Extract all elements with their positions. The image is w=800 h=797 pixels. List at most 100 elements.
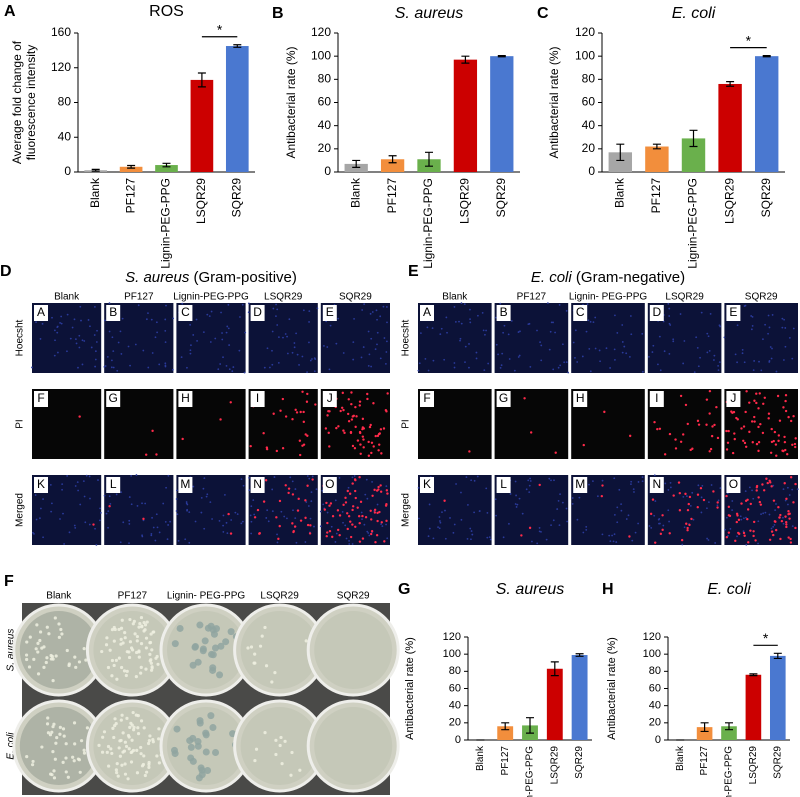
nucleus-dot bbox=[128, 523, 131, 525]
nucleus-dot bbox=[621, 341, 624, 343]
nucleus-dot bbox=[633, 491, 635, 493]
nucleus-dot bbox=[97, 479, 99, 481]
nucleus-dot bbox=[242, 484, 245, 487]
nucleus-dot bbox=[288, 318, 291, 321]
pi-dot bbox=[373, 511, 377, 514]
nucleus-dot bbox=[784, 327, 787, 329]
nucleus-dot bbox=[736, 535, 738, 538]
nucleus-dot bbox=[93, 334, 96, 336]
nucleus-dot bbox=[708, 501, 710, 504]
nucleus-dot bbox=[513, 369, 516, 372]
error-bar bbox=[749, 673, 758, 677]
colony bbox=[122, 749, 127, 753]
nucleus-dot bbox=[176, 513, 179, 516]
nucleus-dot bbox=[438, 516, 441, 518]
colony bbox=[139, 752, 143, 756]
colony bbox=[117, 746, 121, 750]
nucleus-dot bbox=[167, 524, 170, 526]
nucleus-dot bbox=[770, 357, 773, 360]
pi-dot bbox=[344, 496, 347, 500]
nucleus-dot bbox=[473, 511, 476, 514]
nucleus-dot bbox=[724, 528, 726, 531]
colony bbox=[72, 721, 77, 725]
panel-letter: G bbox=[398, 581, 410, 598]
nucleus-dot bbox=[305, 501, 308, 503]
pi-dot bbox=[735, 520, 739, 524]
pi-dot bbox=[361, 417, 365, 421]
nucleus-dot bbox=[767, 332, 769, 335]
tile-label-box bbox=[34, 477, 48, 493]
pi-dot bbox=[770, 530, 774, 533]
pi-dot bbox=[295, 411, 299, 414]
nucleus-dot bbox=[155, 321, 158, 324]
nucleus-dot bbox=[685, 495, 688, 497]
nucleus-dot bbox=[485, 329, 487, 332]
panel-subtitle: (Gram-positive) bbox=[194, 269, 297, 286]
colony bbox=[157, 737, 161, 741]
row-label: Hoecsht bbox=[15, 319, 26, 356]
error-bar bbox=[762, 54, 771, 58]
nucleus-dot bbox=[241, 303, 244, 306]
nucleus-dot bbox=[49, 483, 52, 486]
nucleus-dot bbox=[609, 367, 611, 369]
nucleus-dot bbox=[565, 507, 568, 510]
colony bbox=[57, 622, 61, 626]
nucleus-dot bbox=[175, 489, 178, 492]
nucleus-dot bbox=[323, 345, 325, 347]
nucleus-dot bbox=[156, 526, 159, 529]
nucleus-dot bbox=[601, 533, 604, 536]
nucleus-dot bbox=[691, 491, 694, 494]
pi-dot bbox=[374, 541, 377, 544]
nucleus-dot bbox=[760, 369, 763, 372]
pi-dot bbox=[697, 423, 701, 426]
bar bbox=[155, 165, 178, 172]
nucleus-dot bbox=[112, 350, 115, 353]
nucleus-dot bbox=[488, 536, 491, 539]
nucleus-dot bbox=[630, 480, 633, 483]
colony bbox=[64, 756, 68, 760]
colony bbox=[139, 719, 144, 723]
pi-dot bbox=[793, 442, 797, 446]
pi-dot bbox=[685, 522, 688, 525]
nucleus-dot bbox=[681, 543, 684, 546]
tile-label: K bbox=[423, 477, 431, 491]
nucleus-dot bbox=[171, 368, 174, 371]
pi-dot bbox=[753, 415, 756, 419]
colony bbox=[129, 646, 134, 650]
colony bbox=[304, 639, 308, 643]
nucleus-dot bbox=[503, 324, 506, 327]
pi-dot bbox=[377, 449, 380, 452]
colony bbox=[121, 641, 125, 645]
nucleus-dot bbox=[376, 503, 379, 506]
nucleus-dot bbox=[771, 314, 774, 316]
nucleus-dot bbox=[165, 486, 167, 489]
row-label: S. aureus bbox=[6, 629, 17, 672]
colony bbox=[112, 735, 116, 740]
nucleus-dot bbox=[762, 338, 764, 341]
nucleus-dot bbox=[208, 315, 211, 318]
pi-dot bbox=[293, 525, 297, 528]
pi-dot bbox=[758, 500, 762, 504]
nucleus-dot bbox=[550, 479, 552, 482]
nucleus-dot bbox=[707, 539, 710, 541]
nucleus-dot bbox=[117, 341, 120, 344]
nucleus-dot bbox=[54, 339, 56, 342]
colony bbox=[77, 660, 82, 664]
pi-dot bbox=[736, 514, 739, 517]
nucleus-dot bbox=[563, 361, 566, 364]
nucleus-dot bbox=[621, 351, 624, 354]
nucleus-dot bbox=[682, 496, 685, 498]
pi-dot bbox=[684, 492, 687, 496]
nucleus-dot bbox=[459, 337, 462, 340]
pi-dot bbox=[792, 415, 795, 418]
nucleus-dot bbox=[418, 517, 420, 520]
nucleus-dot bbox=[371, 311, 374, 313]
nucleus-dot bbox=[248, 489, 251, 492]
pi-dot bbox=[716, 506, 719, 509]
colony bbox=[132, 619, 136, 623]
column-label: PF127 bbox=[118, 591, 148, 602]
y-tick-label: 80 bbox=[318, 72, 332, 86]
colony bbox=[106, 665, 111, 670]
pi-dot bbox=[262, 432, 265, 435]
